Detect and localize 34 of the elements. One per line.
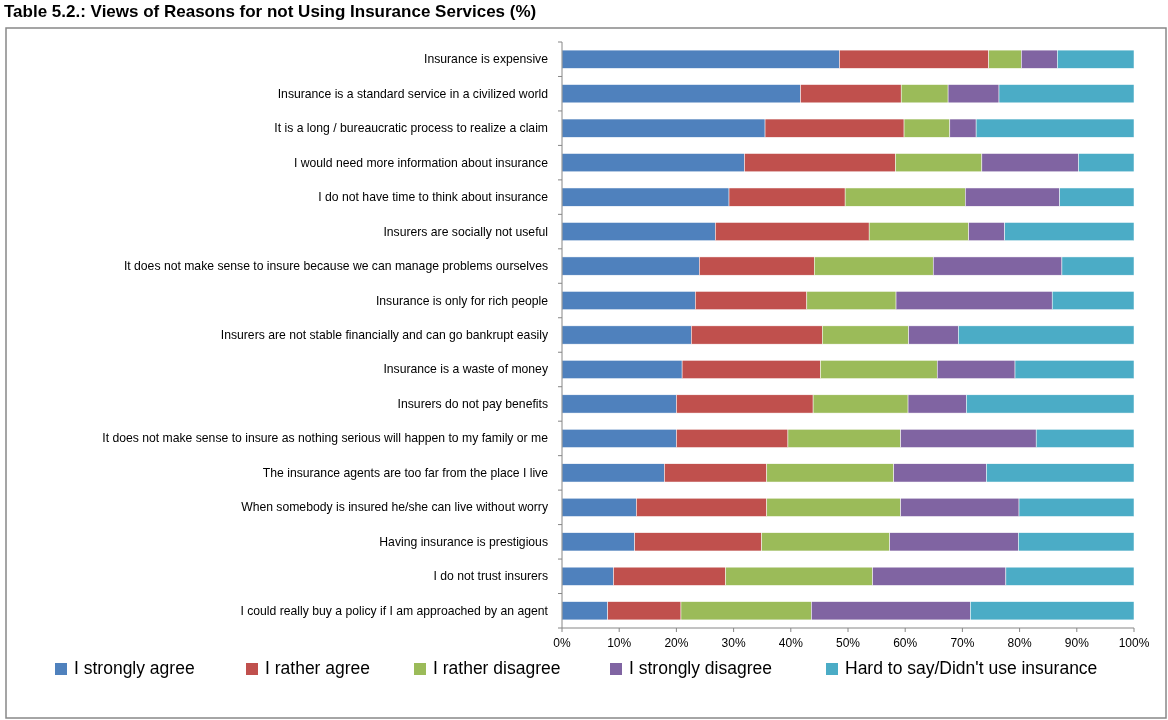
x-tick-label: 100%: [1118, 636, 1150, 650]
y-tick-label: Insurance is a standard service in a civilized world: [277, 86, 548, 101]
y-tick-label: I would need more information about insurance: [293, 155, 549, 170]
y-tick-label: Insurers do not pay benefits: [397, 396, 548, 411]
x-tick-label: 0%: [553, 636, 571, 650]
y-tick-label: It is a long / bureaucratic process to realize a claim: [274, 121, 548, 136]
y-tick-label: It does not make sense to insure because we can manage problems ourselves: [123, 259, 548, 274]
y-tick-label: Having insurance is prestigious: [379, 534, 548, 549]
legend-label: I rather disagree: [433, 658, 561, 678]
x-tick-label: 10%: [607, 636, 632, 650]
x-tick-label: 90%: [1064, 636, 1090, 650]
legend-label: I strongly agree: [74, 658, 195, 678]
legend-label: I strongly disagree: [629, 658, 772, 678]
x-tick-label: 40%: [778, 636, 804, 650]
legend-label: I rather agree: [265, 658, 371, 678]
y-tick-label: I do not have time to think about insurance: [318, 190, 549, 205]
x-tick-label: 20%: [664, 636, 689, 650]
y-tick-label: Insurers are socially not useful: [383, 224, 548, 239]
x-tick-label: 30%: [721, 636, 746, 650]
y-tick-label: When somebody is insured he/she can live without worry: [241, 500, 549, 515]
y-tick-label: Insurance is expensive: [424, 52, 549, 67]
y-tick-label: Insurance is only for rich people: [375, 293, 549, 308]
x-tick-label: 60%: [893, 636, 918, 650]
y-tick-label: It does not make sense to insure as nothing serious will happen to my family or me: [102, 431, 549, 446]
y-tick-label: I could really buy a policy if I am approached by an agent: [240, 603, 549, 618]
y-tick-label: Insurers are not stable financially and can go bankrupt easily: [220, 328, 549, 342]
y-tick-label: The insurance agents are too far from the place I live: [262, 465, 549, 480]
x-tick-label: 80%: [1007, 636, 1032, 650]
y-tick-label: I do not trust insurers: [433, 569, 548, 584]
legend-label: Hard to say/Didn't use insurance: [845, 658, 1098, 678]
text: Table 5.2.: Views of Reasons for not Using Insurance Services (%): [4, 2, 537, 21]
x-tick-label: 50%: [835, 636, 861, 650]
y-tick-label: Insurance is a waste of money: [383, 362, 549, 377]
x-tick-label: 70%: [950, 636, 975, 650]
